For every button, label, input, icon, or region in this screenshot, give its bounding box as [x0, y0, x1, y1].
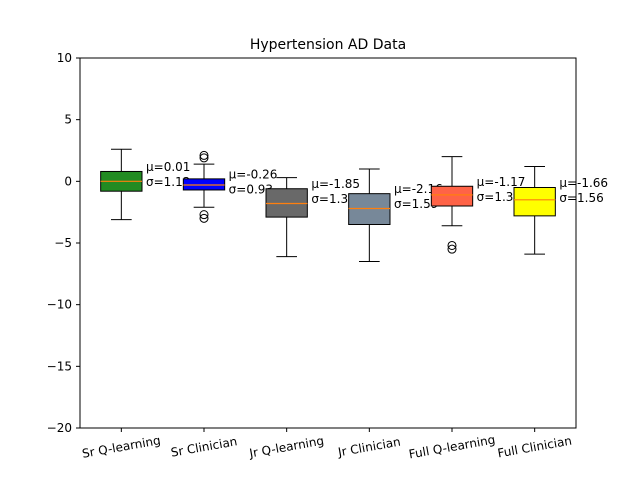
mean-annotation: μ=-1.17 — [477, 175, 526, 189]
std-annotation: σ=1.12 — [146, 175, 190, 189]
box-5 — [513, 187, 556, 217]
box-2 — [265, 188, 308, 218]
chart-title: Hypertension AD Data — [250, 37, 406, 53]
box-1 — [182, 178, 226, 191]
mean-annotation: μ=-1.66 — [559, 176, 608, 190]
outlier-point — [199, 213, 209, 223]
mean-annotation: μ=-2.16 — [394, 182, 443, 196]
y-tick-label: 0 — [64, 174, 72, 188]
y-tick-label: −5 — [54, 236, 72, 250]
outlier-point — [199, 150, 209, 160]
y-tick-label: −15 — [47, 359, 72, 373]
std-annotation: σ=1.35 — [311, 192, 355, 206]
x-tick-label: Sr Clinician — [170, 434, 239, 459]
mean-annotation: μ=-0.26 — [229, 167, 278, 181]
outlier-point — [447, 240, 457, 250]
plot-frame — [79, 57, 577, 429]
plot-area: 10 5 0 −5 −10 −15 −20 μ=0.01σ=1.12 Sr Q-learning… — [47, 51, 608, 461]
outlier-point — [447, 244, 457, 254]
y-tick-label: −20 — [47, 421, 72, 435]
x-tick-label: Sr Q-learning — [81, 433, 162, 461]
box-4 — [430, 185, 474, 207]
x-tick-label: Jr Clinician — [336, 435, 402, 460]
y-tick-label: 10 — [57, 51, 72, 65]
y-tick-label: −10 — [47, 298, 72, 312]
mean-annotation: μ=0.01 — [146, 160, 190, 174]
outlier-point — [199, 153, 209, 163]
outlier-point — [199, 210, 209, 220]
std-annotation: σ=1.56 — [559, 191, 603, 205]
std-annotation: σ=0.93 — [229, 182, 273, 196]
box-3 — [348, 193, 391, 226]
std-annotation: σ=1.32 — [477, 190, 521, 204]
x-tick-label: Full Q-learning — [408, 433, 497, 462]
x-tick-label: Full Clinician — [496, 434, 573, 461]
std-annotation: σ=1.59 — [394, 197, 438, 211]
mean-annotation: μ=-1.85 — [311, 177, 360, 191]
y-tick-label: 5 — [64, 113, 72, 127]
x-tick-label: Jr Q-learning — [247, 434, 325, 461]
